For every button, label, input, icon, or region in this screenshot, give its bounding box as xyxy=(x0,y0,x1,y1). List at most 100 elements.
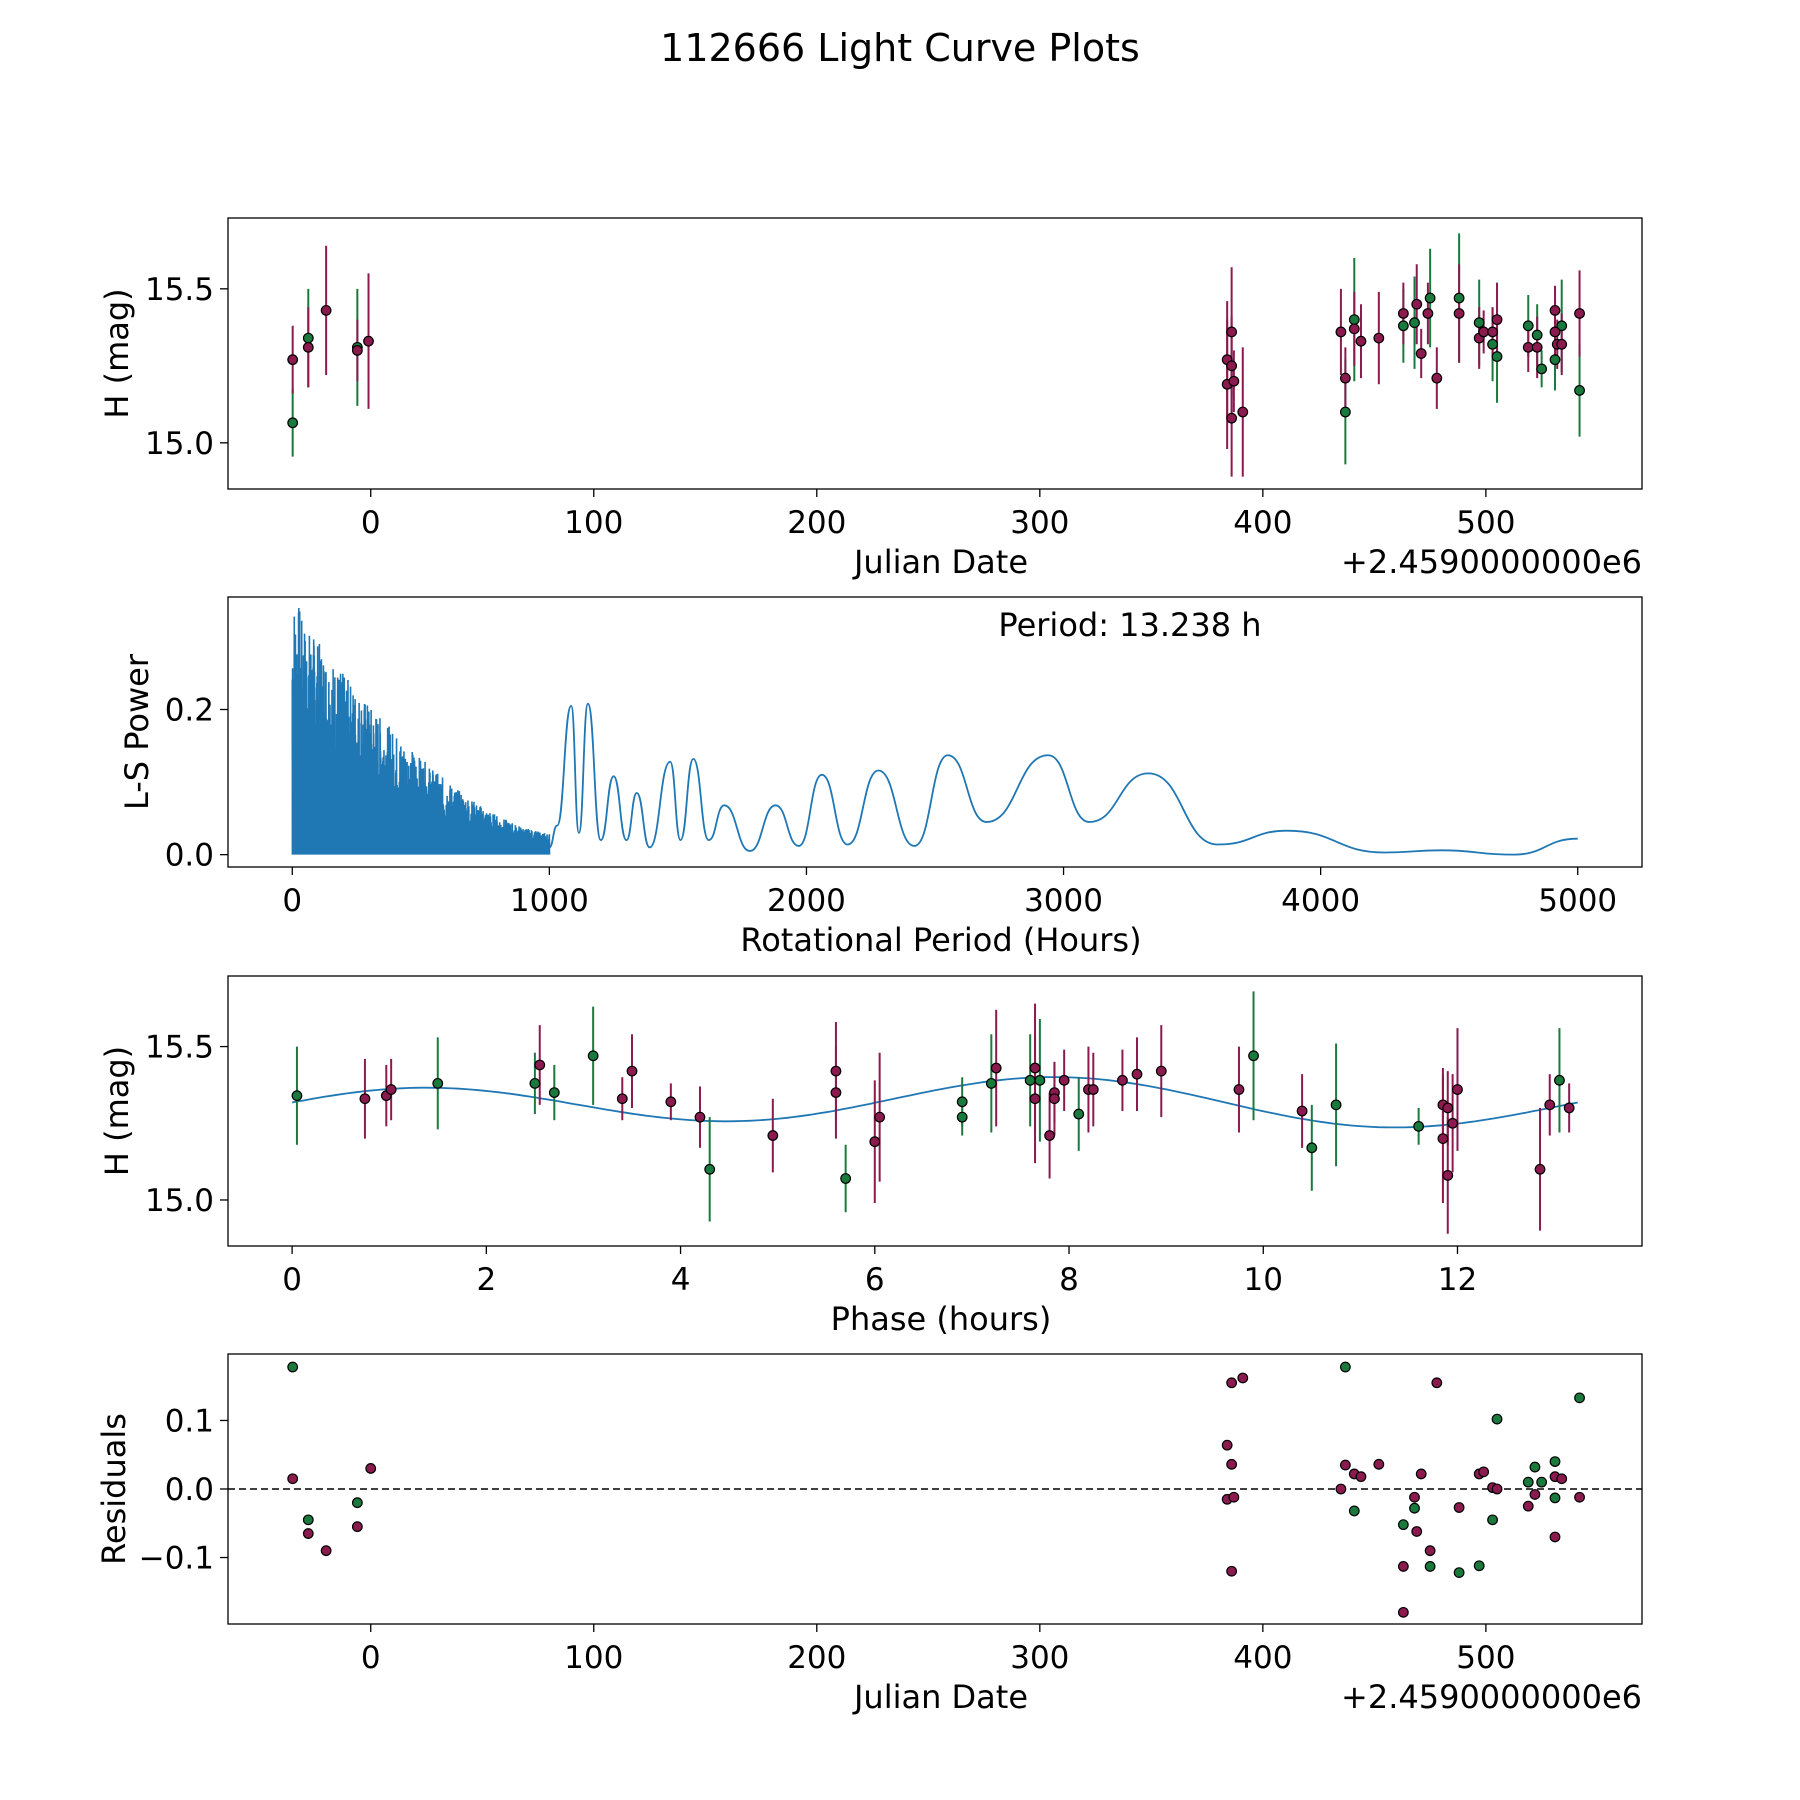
data-point-purple xyxy=(1522,341,1534,353)
y-tick-label: 15.5 xyxy=(145,272,214,308)
x-axis-label: Rotational Period (Hours) xyxy=(740,921,1141,959)
data-point-purple xyxy=(830,1065,842,1077)
y-tick-label: 0.2 xyxy=(165,693,214,729)
data-point-purple xyxy=(1452,1084,1463,1095)
x-tick-label: 400 xyxy=(1233,1640,1292,1676)
data-point-green xyxy=(287,417,299,429)
data-point-green xyxy=(1491,1413,1503,1425)
x-tick-label: 1000 xyxy=(510,883,589,919)
data-point-purple xyxy=(1237,1372,1249,1384)
data-point-green xyxy=(1034,1074,1046,1086)
data-point-purple xyxy=(616,1093,628,1105)
data-point-purple xyxy=(1373,1458,1385,1470)
data-point-purple xyxy=(1431,1377,1443,1389)
data-point-purple xyxy=(1556,338,1568,350)
y-axis-label: L-S Power xyxy=(118,653,156,810)
data-point-purple xyxy=(1087,1084,1099,1095)
phased-plot-area xyxy=(291,991,1575,1234)
data-point-green xyxy=(1554,1074,1565,1086)
data-point-purple xyxy=(1529,1489,1541,1500)
data-point-purple xyxy=(363,335,374,347)
data-point-green xyxy=(1424,1561,1436,1572)
y-tick-label: 0.0 xyxy=(165,1472,214,1508)
data-point-purple xyxy=(869,1136,881,1148)
data-point-green xyxy=(1339,406,1351,418)
data-point-green xyxy=(1348,1505,1360,1517)
data-point-green xyxy=(1397,320,1409,332)
x-tick-label: 100 xyxy=(564,1640,623,1676)
data-point-green xyxy=(985,1077,997,1089)
data-point-green xyxy=(1453,1567,1465,1579)
data-point-purple xyxy=(1522,1500,1534,1512)
data-point-green xyxy=(1397,1519,1409,1531)
data-point-green xyxy=(840,1173,852,1184)
x-tick-label: 500 xyxy=(1456,505,1515,541)
x-tick-label: 4 xyxy=(671,1262,691,1298)
x-axis-label: Julian Date xyxy=(852,1678,1028,1716)
data-point-green xyxy=(287,1361,299,1373)
data-point-purple xyxy=(351,1521,363,1533)
data-point-green xyxy=(1549,1492,1561,1504)
data-point-green xyxy=(1024,1074,1036,1086)
y-tick-label: −0.1 xyxy=(139,1541,214,1577)
data-point-green xyxy=(1574,1392,1585,1404)
data-point-purple xyxy=(874,1111,886,1123)
data-point-purple xyxy=(1226,360,1238,372)
x-tick-label: 200 xyxy=(787,1640,846,1676)
x-tick-label: 200 xyxy=(787,505,846,541)
lightcurve-axes: 0 100 200 300 400 500 15.0 15.5 Julian Date H (ma… xyxy=(98,272,1642,581)
data-point-purple xyxy=(1226,1458,1238,1470)
data-point-green xyxy=(1522,320,1534,332)
data-point-green xyxy=(1413,1120,1425,1132)
data-point-purple xyxy=(1442,1102,1454,1114)
x-axis-label: Phase (hours) xyxy=(831,1300,1052,1338)
residuals-plot-area xyxy=(287,1361,1585,1618)
data-point-purple xyxy=(1544,1099,1556,1111)
data-point-purple xyxy=(1044,1130,1055,1141)
data-point-green xyxy=(1248,1050,1259,1062)
data-point-purple xyxy=(1556,1473,1568,1485)
data-point-purple xyxy=(1574,1491,1585,1503)
data-point-green xyxy=(587,1050,599,1062)
x-tick-label: 300 xyxy=(1010,505,1069,541)
x-tick-label: 0 xyxy=(361,505,381,541)
data-point-purple xyxy=(365,1463,377,1474)
data-point-purple xyxy=(534,1059,546,1071)
data-point-purple xyxy=(1491,1483,1503,1495)
data-point-green xyxy=(1473,317,1485,329)
x-tick-label: 10 xyxy=(1244,1262,1283,1298)
data-point-green xyxy=(432,1077,444,1089)
data-point-green xyxy=(1409,1502,1420,1514)
data-point-purple xyxy=(1355,335,1367,347)
x-tick-label: 3000 xyxy=(1024,883,1103,919)
periodogram-axes: 0 1000 2000 3000 4000 5000 0.0 0.2 Rotational Pe… xyxy=(118,653,1617,959)
data-point-green xyxy=(1473,1560,1485,1572)
data-point-purple xyxy=(351,345,363,356)
data-point-purple xyxy=(1373,332,1385,344)
data-point-purple xyxy=(302,341,314,353)
data-point-purple xyxy=(1411,298,1423,310)
x-offset-label: +2.4590000000e6 xyxy=(1341,543,1642,581)
data-point-purple xyxy=(1335,1483,1347,1495)
data-point-purple xyxy=(830,1087,842,1098)
data-point-purple xyxy=(1029,1093,1041,1105)
data-point-purple xyxy=(1478,1466,1490,1478)
x-tick-label: 4000 xyxy=(1281,883,1360,919)
data-point-purple xyxy=(990,1062,1002,1074)
data-point-green xyxy=(1073,1108,1085,1120)
data-point-purple xyxy=(1228,375,1240,387)
data-point-purple xyxy=(287,1473,299,1485)
x-tick-label: 400 xyxy=(1233,505,1292,541)
data-point-purple xyxy=(1409,1491,1420,1503)
data-point-purple xyxy=(1355,1471,1367,1483)
data-point-green xyxy=(1424,292,1436,304)
data-point-purple xyxy=(1228,1491,1240,1503)
data-point-purple xyxy=(1478,326,1490,338)
y-axis-label: Residuals xyxy=(95,1413,133,1565)
data-point-purple xyxy=(1155,1065,1167,1077)
data-point-purple xyxy=(1411,1526,1423,1537)
data-point-purple xyxy=(1339,1459,1351,1471)
lightcurve-frame xyxy=(227,217,1643,490)
y-tick-label: 0.0 xyxy=(165,838,214,874)
data-point-purple xyxy=(1415,1468,1427,1480)
